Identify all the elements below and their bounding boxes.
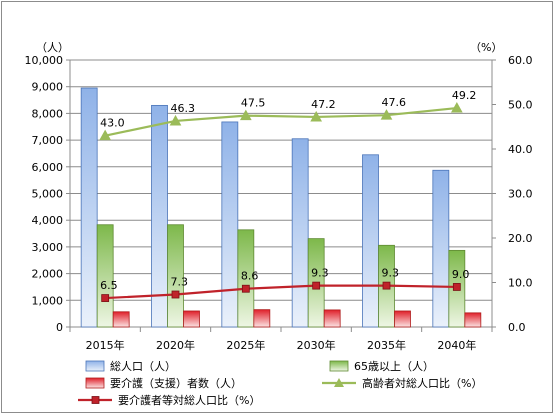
bar-1 <box>291 138 309 328</box>
legend-label: 高齢者対総人口比（%） <box>362 376 482 390</box>
x-tick-label: 2025年 <box>226 338 265 352</box>
triangle-marker <box>169 114 182 126</box>
data-label: 7.3 <box>171 276 189 289</box>
data-label: 49.2 <box>452 89 477 102</box>
bar-3 <box>253 309 271 328</box>
bar-1 <box>432 169 450 328</box>
y-left-tick-label: 7,000 <box>32 134 64 147</box>
bar-2 <box>96 224 114 328</box>
bar-1 <box>362 154 379 328</box>
y-right-tick-label: 0.0 <box>508 321 526 334</box>
triangle-marker <box>310 110 323 122</box>
legend-swatch <box>329 360 349 372</box>
legend-label: 総人口（人） <box>110 359 176 373</box>
legend-swatch <box>85 377 105 389</box>
y-left-tick-label: 0 <box>56 321 63 334</box>
data-label: 9.3 <box>382 267 400 280</box>
triangle-marker <box>99 129 112 141</box>
bar-1 <box>80 87 98 328</box>
legend-swatch <box>85 360 105 372</box>
bar-2 <box>167 224 184 328</box>
data-label: 8.6 <box>241 270 258 283</box>
bar-2 <box>237 229 255 328</box>
y-left-tick-label: 4,000 <box>32 214 64 227</box>
y-left-tick-label: 1,000 <box>32 294 64 307</box>
y-left-tick-label: 10,000 <box>25 54 64 67</box>
data-label: 43.0 <box>100 117 125 130</box>
x-tick-label: 2035年 <box>367 338 406 352</box>
y-right-tick-label: 30.0 <box>508 188 533 201</box>
y-right-tick-label: 10.0 <box>508 277 533 290</box>
legend-marker <box>334 378 344 387</box>
data-label: 47.2 <box>311 98 336 111</box>
bar-3 <box>112 311 130 328</box>
legend-label: 65歳以上（人） <box>354 360 434 373</box>
y-left-tick-label: 3,000 <box>32 241 64 254</box>
square-marker <box>171 290 180 299</box>
legend-label: 要介護者等対総人口比（%） <box>118 393 260 407</box>
square-marker <box>382 281 391 290</box>
triangle-marker <box>239 109 252 121</box>
y-right-tick-label: 40.0 <box>508 143 533 156</box>
data-label: 47.6 <box>382 96 407 109</box>
data-label: 46.3 <box>171 102 196 115</box>
data-label: 9.3 <box>311 267 329 280</box>
bar-1 <box>221 121 239 328</box>
x-tick-label: 2020年 <box>156 338 195 352</box>
bar-3 <box>394 310 411 328</box>
bar-3 <box>183 310 200 328</box>
data-label: 9.0 <box>452 268 470 281</box>
series-line-1 <box>104 106 457 137</box>
bar-3 <box>323 309 341 328</box>
y-left-tick-label: 8,000 <box>32 107 64 120</box>
bar-1 <box>151 104 168 328</box>
square-marker <box>452 283 461 291</box>
x-tick-label: 2015年 <box>86 338 125 352</box>
square-marker <box>241 284 250 293</box>
triangle-marker <box>380 109 393 120</box>
y-right-unit: （%） <box>470 41 502 54</box>
x-tick-label: 2030年 <box>297 338 336 352</box>
square-marker <box>101 294 110 302</box>
x-tick-label: 2040年 <box>437 338 476 352</box>
data-label: 6.5 <box>100 279 118 292</box>
square-marker <box>312 281 321 290</box>
y-left-unit: （人） <box>36 41 69 54</box>
triangle-marker <box>450 102 463 113</box>
y-left-tick-label: 5,000 <box>32 188 64 201</box>
y-right-tick-label: 20.0 <box>508 232 533 245</box>
y-left-tick-label: 2,000 <box>32 268 64 281</box>
legend-marker <box>91 396 100 404</box>
y-left-tick-label: 6,000 <box>32 161 64 174</box>
y-left-tick-label: 9,000 <box>32 81 64 94</box>
data-label: 47.5 <box>241 97 265 110</box>
y-right-tick-label: 60.0 <box>508 54 533 67</box>
y-right-tick-label: 50.0 <box>508 99 533 112</box>
series-line-2 <box>105 284 457 300</box>
legend-label: 要介護（支援）者数（人） <box>110 376 242 390</box>
bar-3 <box>464 312 482 328</box>
